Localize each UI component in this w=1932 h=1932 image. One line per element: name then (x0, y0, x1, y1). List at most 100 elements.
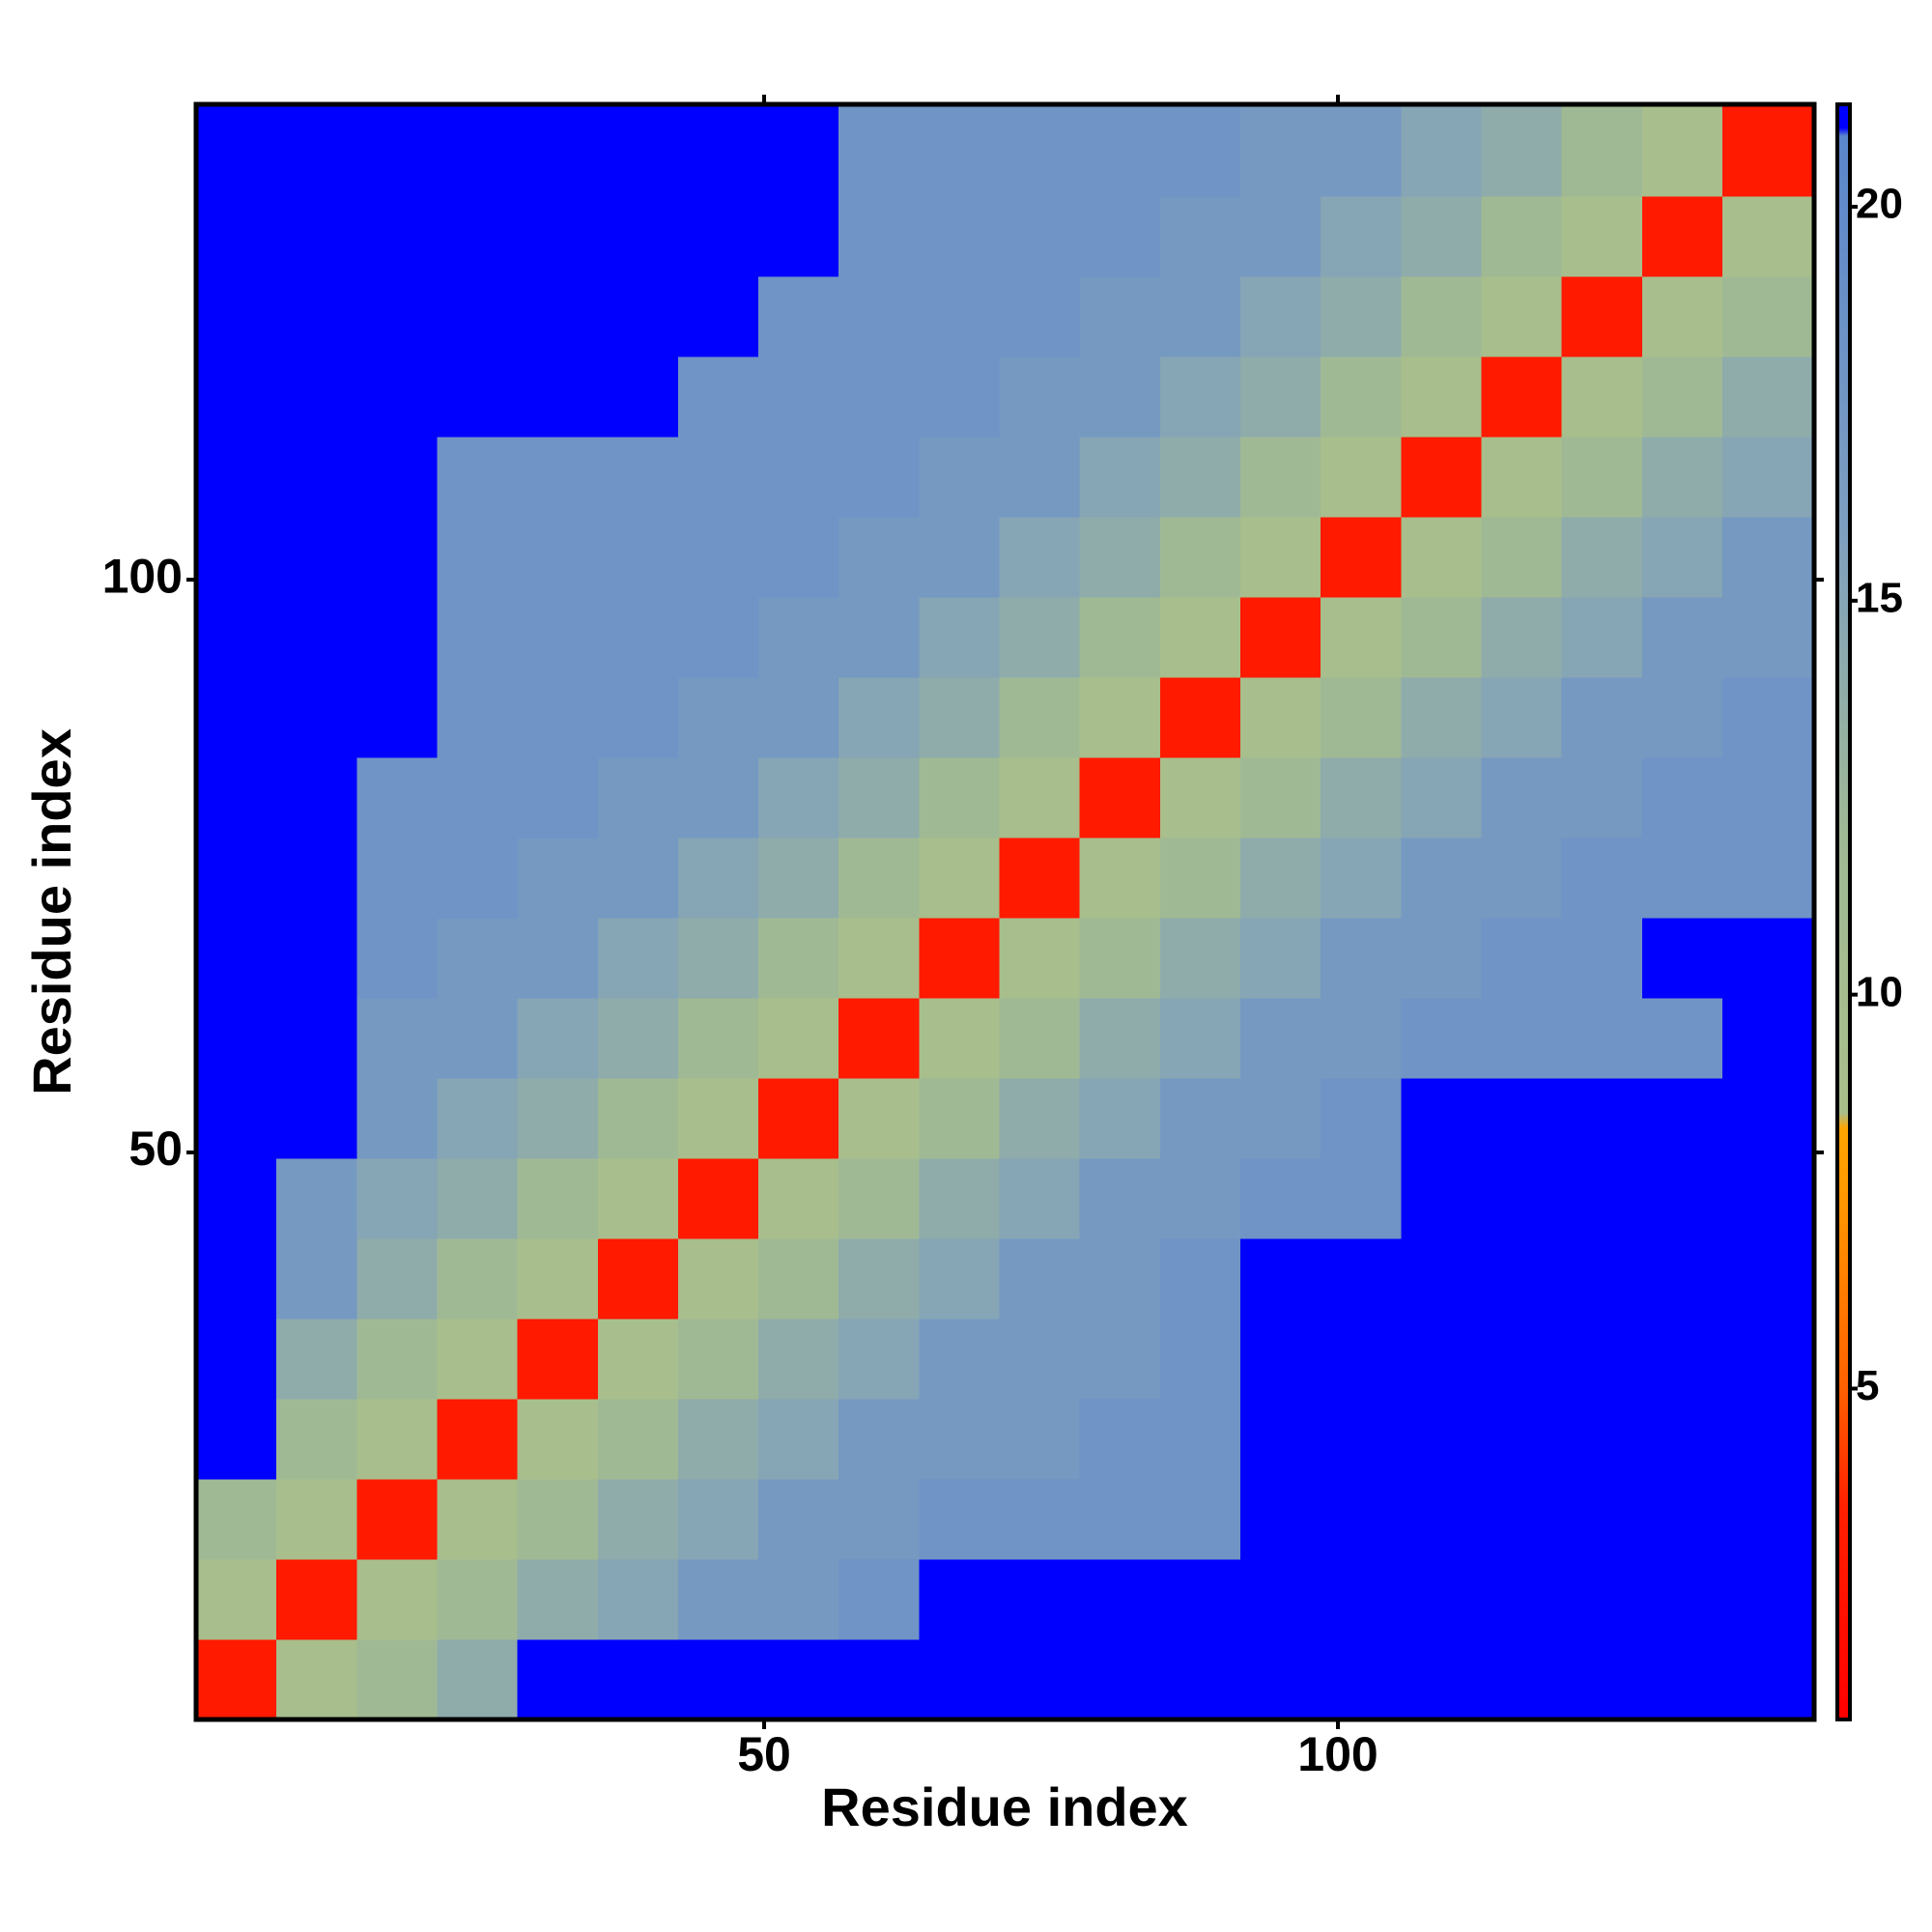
heatmap-cell (597, 355, 679, 438)
colorbar-tick-label: 10 (1856, 968, 1903, 1015)
heatmap-cell (838, 355, 921, 438)
heatmap-cell (838, 596, 921, 678)
heatmap-cell (196, 1478, 277, 1560)
heatmap-cell (437, 676, 519, 758)
heatmap-cell (276, 1558, 357, 1640)
heatmap-cell (919, 756, 1001, 838)
heatmap-cell (1561, 837, 1643, 919)
heatmap-cell (1641, 1638, 1723, 1720)
heatmap-cell (1561, 1077, 1643, 1159)
colorbar-tick-label: 5 (1856, 1362, 1879, 1409)
heatmap-cell (1561, 516, 1643, 598)
heatmap-cell (196, 436, 277, 518)
heatmap-cell (356, 917, 439, 999)
heatmap-cell (919, 596, 1001, 678)
heatmap-cell (1721, 516, 1815, 598)
heatmap-cell (437, 1478, 519, 1560)
heatmap-cell (919, 195, 1001, 277)
heatmap-cell (1079, 1077, 1161, 1159)
heatmap-cell (1481, 756, 1563, 838)
heatmap-cell (677, 1157, 759, 1239)
heatmap-cell (919, 104, 1001, 197)
heatmap-cell (1321, 355, 1402, 438)
heatmap-cell (1321, 1237, 1402, 1320)
heatmap-cell (196, 997, 277, 1079)
heatmap-cell (999, 1638, 1081, 1720)
heatmap-cell (758, 516, 839, 598)
heatmap-cell (1481, 436, 1563, 518)
heatmap-cell (1079, 756, 1161, 838)
heatmap-cell (196, 596, 277, 678)
heatmap-cell (999, 837, 1081, 919)
heatmap-cell (999, 1478, 1081, 1560)
heatmap-cell (1159, 837, 1241, 919)
heatmap-cell (1401, 1398, 1483, 1480)
heatmap-cell (1401, 436, 1483, 518)
heatmap-cell (1721, 275, 1815, 357)
heatmap-cell (758, 436, 839, 518)
heatmap-cell (1321, 1558, 1402, 1640)
heatmap-cell (838, 1638, 921, 1720)
heatmap-cell (1401, 1478, 1483, 1560)
heatmap-cell (356, 516, 439, 598)
heatmap-cell (276, 997, 357, 1079)
heatmap-cell (356, 676, 439, 758)
heatmap-cell (1079, 516, 1161, 598)
heatmap-cell (1481, 195, 1563, 277)
heatmap-cell (1481, 1077, 1563, 1159)
heatmap-cell (1159, 195, 1241, 277)
heatmap-cell (999, 275, 1081, 357)
heatmap-cell (1561, 104, 1643, 197)
heatmap-cell (437, 275, 519, 357)
heatmap-cell (517, 1157, 599, 1239)
heatmap-cell (758, 997, 839, 1079)
heatmap-cell (1721, 917, 1815, 999)
heatmap-cell (1561, 1157, 1643, 1239)
heatmap-cell (597, 1558, 679, 1640)
heatmap-cell (758, 275, 839, 357)
heatmap-cell (999, 436, 1081, 518)
heatmap-cell (1240, 1398, 1321, 1480)
heatmap-cell (597, 1398, 679, 1480)
heatmap-cell (276, 195, 357, 277)
heatmap-cell (356, 1478, 439, 1560)
heatmap-cell (999, 1237, 1081, 1320)
heatmap-cell (1079, 997, 1161, 1079)
heatmap-cell (356, 1237, 439, 1320)
heatmap-cell (597, 596, 679, 678)
heatmap-cell (919, 1398, 1001, 1480)
heatmap-cell (1401, 837, 1483, 919)
heatmap-cell (758, 917, 839, 999)
heatmap-cell (1240, 355, 1321, 438)
heatmap-cell (1079, 275, 1161, 357)
heatmap-cell (1079, 1237, 1161, 1320)
heatmap-cell (677, 275, 759, 357)
heatmap-cell (1159, 355, 1241, 438)
heatmap-cell (999, 997, 1081, 1079)
heatmap-cell (1321, 436, 1402, 518)
heatmap-cell (758, 1558, 839, 1640)
heatmap-cell (758, 355, 839, 438)
heatmap-cell (838, 917, 921, 999)
heatmap-cell (1561, 1558, 1643, 1640)
heatmap-cell (1561, 1478, 1643, 1560)
heatmap-cell (677, 756, 759, 838)
heatmap-cell (919, 275, 1001, 357)
heatmap-cell (356, 756, 439, 838)
heatmap-cell (196, 1398, 277, 1480)
heatmap-cell (196, 1077, 277, 1159)
heatmap-cell (437, 1638, 519, 1720)
heatmap-cell (838, 997, 921, 1079)
heatmap-cell (758, 195, 839, 277)
heatmap-cell (1079, 1318, 1161, 1400)
heatmap-cell (838, 275, 921, 357)
heatmap-cell (1481, 837, 1563, 919)
heatmap-cell (597, 1237, 679, 1320)
heatmap-cell (838, 1398, 921, 1480)
heatmap-cell (276, 1638, 357, 1720)
heatmap-cell (999, 1318, 1081, 1400)
heatmap-cell (356, 596, 439, 678)
heatmap-cell (276, 1318, 357, 1400)
heatmap-cell (1401, 195, 1483, 277)
heatmap-cell (1481, 1558, 1563, 1640)
